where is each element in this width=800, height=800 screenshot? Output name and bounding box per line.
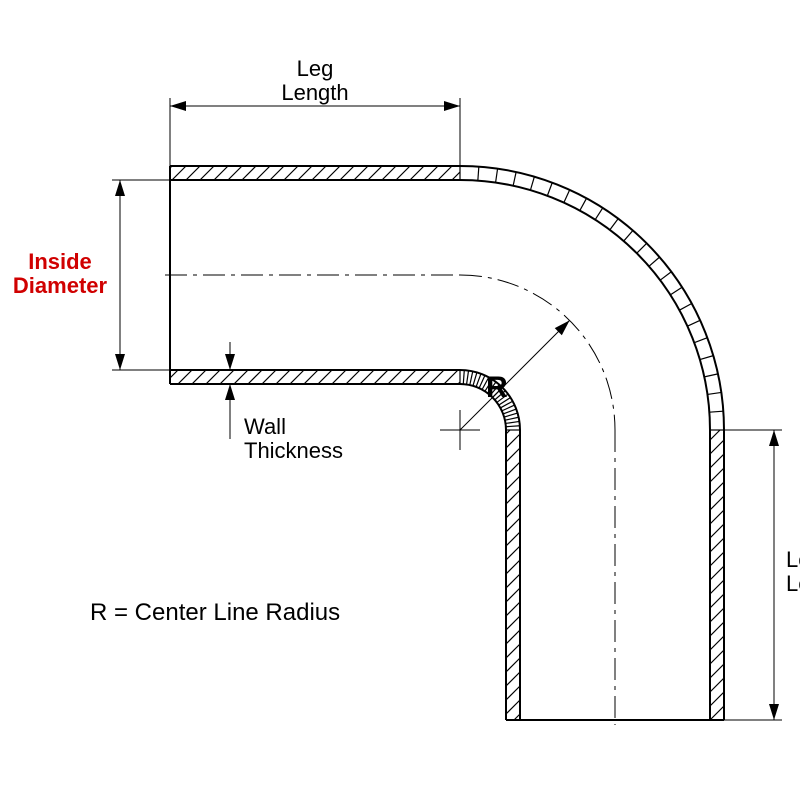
radius-symbol: R	[486, 371, 508, 404]
dim-leg-length-top-1: Leg	[297, 56, 334, 81]
dim-inside-diameter-2: Diameter	[13, 273, 108, 298]
dim-inside-diameter-1: Inside	[28, 249, 92, 274]
dim-wall-thickness-2: Thickness	[244, 438, 343, 463]
dim-leg-length-right-1: Leg	[786, 547, 800, 572]
elbow-diagram: LegLengthLegLengthInsideDiameterWallThic…	[0, 0, 800, 800]
dim-wall-thickness-1: Wall	[244, 414, 286, 439]
dim-leg-length-right-2: Length	[786, 571, 800, 596]
dim-leg-length-top-2: Length	[281, 80, 348, 105]
note-center-line-radius: R = Center Line Radius	[90, 599, 340, 626]
